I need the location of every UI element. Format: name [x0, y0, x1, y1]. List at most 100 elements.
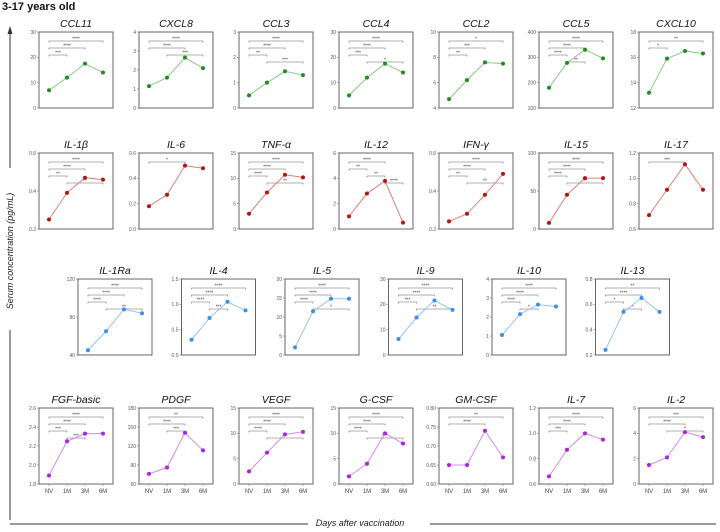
data-point — [247, 469, 251, 474]
significance-label: **** — [300, 297, 308, 303]
y-tick-label: 50 — [530, 189, 536, 195]
significance-label: *** — [664, 157, 670, 163]
data-point — [183, 430, 187, 435]
data-point — [347, 214, 351, 219]
significance-bracket — [605, 287, 660, 290]
significance-bracket — [398, 287, 453, 290]
x-tick-label: 1M — [663, 489, 671, 495]
y-tick-label: 100 — [528, 106, 537, 112]
series-line — [248, 431, 304, 472]
significance-bracket — [448, 168, 486, 171]
significance-label: **** — [363, 157, 371, 163]
significance-label: ** — [374, 171, 378, 177]
significance-label: *** — [382, 433, 388, 439]
panel-il-7: IL-70.60.81.01.2NV 1M 3M 6M*********** — [529, 394, 614, 495]
panel-ifn-: IFN-γ0.20.40.6************ — [429, 139, 514, 233]
significance-bracket — [398, 301, 417, 304]
significance-label: ** — [583, 178, 587, 184]
data-point — [283, 432, 287, 437]
data-point — [621, 309, 626, 314]
plot-frame — [138, 152, 214, 230]
series-line — [348, 180, 404, 223]
y-tick-label: 15 — [230, 406, 236, 412]
significance-label: **** — [354, 426, 362, 432]
significance-label: * — [384, 57, 386, 63]
y-tick-label: 0.65 — [426, 463, 436, 469]
x-tick-label: 3M — [581, 489, 589, 495]
plot-frame — [238, 152, 314, 230]
y-tick-label: 0.8 — [586, 277, 593, 283]
y-tick-label: 0 — [233, 106, 236, 112]
x-axis-label-text: Days after vaccination — [307, 518, 413, 528]
significance-bracket — [548, 161, 604, 164]
data-point — [65, 190, 69, 195]
significance-bracket — [605, 301, 624, 304]
plot-frame — [638, 152, 714, 230]
significance-label: ** — [122, 304, 126, 310]
significance-label: *** — [282, 57, 288, 63]
significance-label: **** — [254, 426, 262, 432]
significance-label: **** — [372, 412, 380, 418]
significance-label: *** — [355, 50, 361, 56]
y-tick-label: 0.6 — [429, 151, 436, 157]
significance-label: * — [684, 426, 686, 432]
data-point — [683, 430, 687, 435]
panel-title: IL-1β — [64, 139, 88, 151]
significance-label: **** — [197, 297, 205, 303]
significance-bracket — [294, 294, 332, 297]
significance-bracket — [348, 161, 386, 164]
y-tick-label: 5 — [233, 456, 236, 462]
data-point — [165, 75, 169, 80]
significance-bracket — [248, 47, 286, 50]
data-point — [293, 345, 297, 350]
data-point — [665, 187, 669, 192]
significance-bracket — [87, 301, 107, 304]
significance-label: **** — [172, 36, 180, 42]
significance-bracket — [248, 423, 286, 426]
data-point — [647, 463, 651, 467]
panel-title: IL-6 — [167, 139, 185, 151]
y-tick-label: 1.2 — [529, 406, 536, 412]
panel-il-1-: IL-1β0.20.40.6************ — [29, 139, 114, 233]
y-tick-label: 4 — [133, 30, 136, 36]
data-point — [65, 439, 69, 444]
data-point — [483, 428, 487, 433]
significance-bracket — [648, 47, 668, 50]
y-tick-label: 5 — [233, 201, 236, 207]
plot-frame — [338, 31, 414, 109]
y-tick-label: 10 — [230, 431, 236, 437]
data-point — [329, 296, 333, 301]
significance-label: **** — [563, 164, 571, 170]
data-point — [201, 66, 205, 71]
significance-label: *** — [555, 426, 561, 432]
series-line — [448, 173, 504, 222]
significance-label: ** — [456, 171, 460, 177]
series-line — [294, 298, 349, 348]
y-tick-label: 2.6 — [29, 406, 36, 412]
y-tick-label: 10 — [230, 176, 236, 182]
y-tick-label: 0.6 — [586, 302, 593, 308]
panel-title: FGF-basic — [51, 394, 101, 406]
plot-frame — [238, 31, 314, 109]
plot-frame — [595, 278, 670, 356]
significance-bracket — [648, 423, 686, 426]
data-point — [65, 75, 69, 80]
data-point — [501, 171, 505, 176]
panel-title: CXCL8 — [159, 18, 193, 30]
significance-label: * — [632, 304, 634, 310]
data-point — [657, 309, 662, 314]
significance-bracket — [448, 54, 468, 57]
x-tick-label: 3M — [81, 489, 89, 495]
significance-label: **** — [102, 290, 110, 296]
significance-label: ** — [83, 178, 87, 184]
plot-frame — [284, 278, 360, 356]
plot-frame — [181, 278, 256, 356]
plot-frame — [538, 152, 614, 230]
y-tick-label: 0 — [133, 106, 136, 112]
data-point — [247, 93, 251, 98]
panel-title: PDGF — [161, 394, 191, 406]
y-tick-label: 1 — [233, 80, 236, 86]
significance-bracket — [248, 175, 268, 178]
